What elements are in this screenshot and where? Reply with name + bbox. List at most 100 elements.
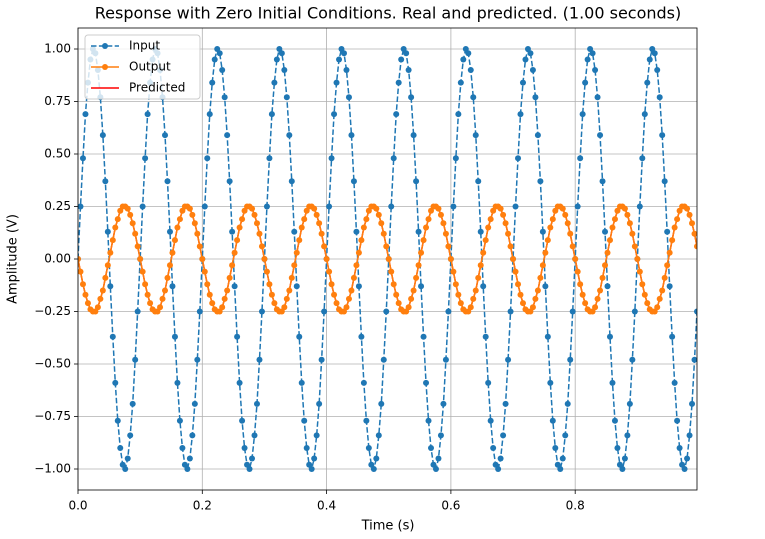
data-point (226, 274, 233, 281)
data-point (457, 79, 464, 86)
data-point (353, 228, 360, 235)
data-point (549, 216, 556, 223)
data-point (579, 111, 586, 118)
data-point (191, 220, 198, 227)
data-point (507, 243, 514, 250)
data-point (375, 432, 382, 439)
data-point (592, 67, 599, 73)
data-point (127, 432, 134, 439)
data-point (318, 230, 325, 237)
data-point (515, 281, 522, 288)
data-point (124, 455, 131, 462)
data-point (226, 178, 233, 185)
data-point (432, 466, 439, 472)
data-point (676, 445, 683, 451)
data-point (611, 417, 618, 424)
data-point (606, 333, 613, 340)
data-point (505, 230, 512, 237)
data-point (291, 262, 298, 269)
data-point (428, 445, 435, 451)
data-point (127, 211, 134, 218)
data-point (112, 224, 119, 231)
data-point (410, 287, 417, 294)
data-point (216, 50, 223, 57)
x-tick-label: 0.8 (566, 499, 585, 513)
data-point (495, 466, 502, 472)
data-point (273, 56, 280, 63)
data-point (209, 79, 216, 86)
x-axis-label: Time (s) (361, 519, 415, 534)
data-point (286, 132, 293, 139)
data-point (308, 466, 315, 472)
data-point (234, 333, 241, 340)
data-point (142, 281, 149, 288)
data-point (157, 304, 164, 311)
data-point (281, 304, 288, 311)
data-point (656, 94, 663, 101)
data-point (572, 256, 579, 262)
x-tick-label: 0.0 (68, 499, 87, 513)
data-point (318, 356, 325, 363)
data-point (505, 356, 512, 363)
data-point (602, 262, 609, 269)
data-point (328, 281, 335, 288)
data-point (204, 281, 211, 288)
data-point (691, 356, 697, 363)
legend-marker (102, 64, 108, 70)
data-point (597, 132, 604, 139)
data-point (599, 274, 606, 281)
data-point (604, 283, 611, 290)
data-point (500, 211, 507, 218)
data-point (390, 281, 397, 288)
data-point (689, 400, 696, 407)
data-point (626, 400, 633, 407)
data-point (343, 67, 350, 73)
data-point (321, 243, 328, 250)
data-point (639, 281, 646, 288)
data-point (256, 356, 263, 363)
data-point (629, 356, 636, 363)
data-point (258, 308, 265, 315)
data-point (84, 300, 91, 307)
legend-label: Input (129, 39, 160, 53)
data-point (666, 249, 673, 256)
data-point (231, 283, 238, 290)
data-point (611, 216, 618, 223)
data-point (562, 211, 569, 218)
data-point (646, 56, 653, 63)
data-point (162, 132, 169, 139)
data-point (283, 295, 290, 302)
data-point (671, 224, 678, 231)
legend-marker (102, 43, 108, 49)
data-point (686, 432, 693, 439)
data-point (681, 466, 688, 472)
data-point (671, 379, 678, 386)
data-point (211, 56, 218, 63)
data-point (490, 445, 497, 451)
y-tick-label: −0.50 (34, 357, 71, 371)
data-point (196, 308, 203, 315)
data-point (557, 466, 564, 472)
data-point (442, 230, 449, 237)
data-point (196, 243, 203, 250)
data-point (293, 283, 300, 290)
data-point (395, 300, 402, 307)
data-point (323, 256, 330, 262)
data-point (358, 333, 365, 340)
legend: Input Output Predicted (84, 34, 201, 100)
data-point (589, 50, 596, 57)
y-tick-label: 0.75 (44, 94, 71, 108)
data-point (577, 155, 584, 162)
data-point (82, 291, 89, 298)
data-point (544, 333, 551, 340)
data-point (313, 211, 320, 218)
data-point (398, 56, 405, 63)
data-point (661, 178, 668, 185)
data-point (271, 79, 278, 86)
data-point (455, 291, 462, 298)
data-point (112, 379, 119, 386)
data-point (577, 281, 584, 288)
x-tick-label: 0.6 (441, 499, 460, 513)
data-point (477, 262, 484, 269)
data-point (298, 379, 305, 386)
